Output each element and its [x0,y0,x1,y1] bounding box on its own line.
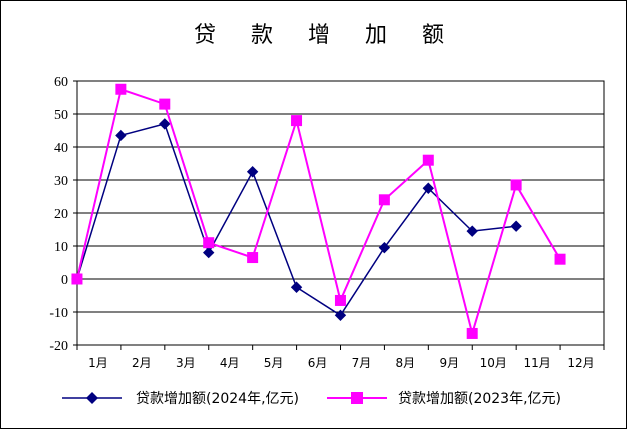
data-point-diamond [246,166,259,178]
x-tick-label: 8月 [396,356,416,370]
x-tick-label: 2月 [132,356,152,370]
data-point-square [422,154,434,166]
data-point-diamond [422,182,434,194]
data-point-square [247,252,259,264]
legend-item-2: 贷款增加额(2023年,亿元) [327,391,561,407]
legend-marker-diamond [86,392,98,404]
data-point-diamond [115,129,127,142]
y-tick-label: 20 [54,207,68,222]
y-tick-label: 0 [61,273,68,288]
x-tick-label: 6月 [308,356,328,370]
plot-area: 60 50 40 30 20 10 0 -10 -20 1月 2月 3月 4月 5月 6月 7月 8月 9月 10月… [49,75,605,370]
x-tick-label: 7月 [352,356,372,370]
legend-marker-square [351,392,363,404]
x-tick-label: 5月 [264,356,284,370]
data-point-square [203,237,215,249]
x-tick-label: 3月 [176,356,196,370]
series-line-2 [75,87,561,338]
legend-item-1: 贷款增加额(2024年,亿元) [62,391,299,407]
x-tick-label: 10月 [480,356,507,370]
x-tick-label: 4月 [220,356,240,370]
legend: 贷款增加额(2024年,亿元) 贷款增加额(2023年,亿元) [62,391,561,407]
y-tick-label: -10 [49,306,68,321]
x-tick-label: 9月 [439,356,459,370]
y-tick-label: 50 [54,108,68,123]
data-point-diamond [203,246,215,259]
data-point-diamond [466,225,478,237]
data-point-square [334,294,346,306]
data-point-diamond [159,118,171,130]
chart-title: 贷 款 增 加 额 [194,23,458,48]
data-point-square [466,327,478,339]
y-tick-label: 10 [54,240,68,255]
y-tick-label: -20 [49,339,68,354]
y-tick-label: 40 [54,141,68,156]
legend-label: 贷款增加额(2024年,亿元) [136,391,299,407]
y-tick-label: 30 [54,174,68,189]
data-point-square [378,194,390,206]
data-point-square [71,273,83,285]
x-tick-label: 1月 [88,356,108,370]
legend-label: 贷款增加额(2023年,亿元) [398,391,561,407]
data-point-square [554,253,566,265]
data-point-diamond [334,309,347,322]
data-point-diamond [510,220,522,232]
data-point-square [510,179,522,191]
x-tick-label: 12月 [567,356,594,370]
data-point-square [159,98,171,110]
data-point-square [291,115,303,127]
data-point-diamond [378,241,391,254]
y-tick-label: 60 [54,75,68,90]
x-tick-label: 11月 [523,356,550,370]
data-point-square [115,83,127,95]
data-point-diamond [290,281,303,293]
